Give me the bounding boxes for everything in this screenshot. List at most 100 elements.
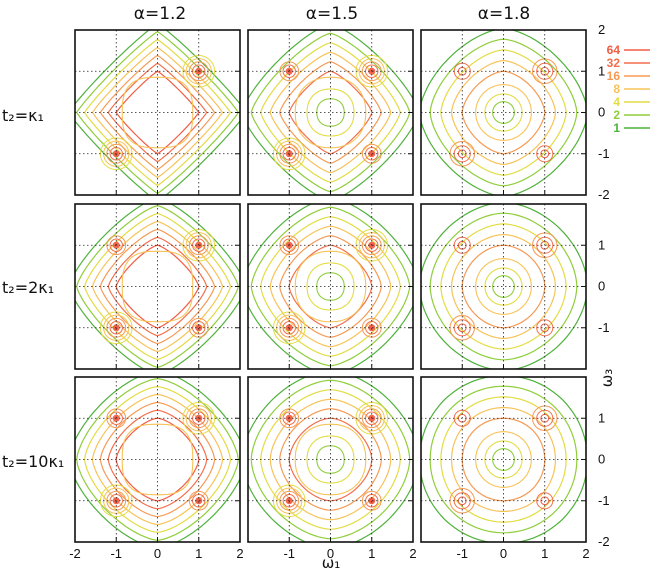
- row-label-3: t₂=10κ₁: [2, 452, 65, 471]
- legend-label-32: 32: [607, 56, 621, 70]
- y-tick-label: -1: [598, 493, 610, 508]
- contour-level-4: [83, 385, 232, 534]
- contour-level-2: [76, 31, 239, 194]
- y-tick-label: 1: [598, 410, 605, 425]
- x-tick-label: 1: [195, 546, 202, 561]
- panel-r2-c2: [247, 203, 414, 370]
- peak-contour: [109, 147, 123, 161]
- panel-r1-c3: [420, 29, 587, 196]
- y-tick-label: 2: [598, 22, 605, 37]
- legend-label-4: 4: [613, 95, 620, 109]
- x-tick-label: 2: [236, 546, 243, 561]
- peak-contour: [109, 494, 123, 508]
- y-tick-label: -1: [598, 146, 610, 161]
- contour-level-8: [269, 398, 392, 521]
- contour-level-8: [451, 407, 556, 512]
- y-axis-label: ω₃: [598, 369, 616, 388]
- peak-marker: [369, 325, 375, 331]
- contour-level-16: [461, 417, 546, 502]
- y-tick-label: 1: [598, 63, 605, 78]
- contour-level-8: [269, 51, 392, 174]
- inner-contour: [475, 431, 532, 488]
- x-axis-label: ω₁: [322, 554, 341, 572]
- peak-contour: [365, 64, 379, 78]
- x-tick-label: -1: [110, 546, 122, 561]
- panel-r2-c1: [74, 203, 241, 370]
- panel-r3-c1: [74, 376, 241, 543]
- panel-r3-c2: [247, 376, 414, 543]
- panel-r1-c1: [74, 29, 241, 196]
- x-tick-label: -1: [283, 546, 295, 561]
- peak-contour: [192, 238, 206, 252]
- inner-contour: [121, 250, 194, 323]
- inner-contour: [492, 275, 515, 298]
- inner-contour: [492, 448, 515, 471]
- legend-label-16: 16: [607, 69, 621, 83]
- inner-contour: [121, 76, 194, 149]
- contour-level-4: [260, 389, 401, 530]
- inner-contour: [484, 93, 523, 132]
- peak-contour: [540, 323, 550, 333]
- contour-level-32: [288, 244, 373, 329]
- peak-contour: [536, 319, 554, 337]
- contour-level-64: [115, 70, 200, 155]
- y-tick-label: 0: [598, 279, 605, 294]
- contour-level-64: [115, 417, 200, 502]
- contour-level-16: [461, 70, 546, 155]
- contour-level-4: [260, 216, 401, 357]
- legend-label-64: 64: [607, 43, 621, 57]
- peak-marker: [196, 498, 202, 504]
- inner-contour: [475, 258, 532, 315]
- x-tick-label: 2: [582, 546, 589, 561]
- x-tick-label: 0: [154, 546, 161, 561]
- contour-level-16: [279, 235, 382, 338]
- peak-contour: [282, 411, 296, 425]
- peak-contour: [365, 238, 379, 252]
- contour-level-8: [269, 225, 392, 348]
- peak-contour: [192, 64, 206, 78]
- inner-contour: [294, 250, 367, 323]
- peak-contour: [106, 235, 127, 256]
- contour-level-2: [250, 379, 411, 540]
- peak-marker: [196, 325, 202, 331]
- contour-level-4: [83, 212, 232, 361]
- contour-level-2: [250, 32, 411, 193]
- peak-contour: [365, 411, 379, 425]
- contour-level-1: [248, 377, 413, 542]
- inner-contour: [306, 262, 355, 311]
- x-tick-label: -1: [456, 546, 468, 561]
- peak-marker: [369, 151, 375, 157]
- x-tick-label: 1: [368, 546, 375, 561]
- contour-level-4: [260, 42, 401, 183]
- peak-contour: [365, 321, 379, 335]
- contour-level-1: [421, 204, 586, 369]
- inner-contour: [484, 267, 523, 306]
- contour-level-4: [440, 396, 567, 523]
- contour-level-8: [450, 59, 557, 166]
- peak-contour: [279, 235, 300, 256]
- inner-contour: [121, 423, 194, 496]
- x-tick-label: 0: [500, 546, 507, 561]
- legend-label-1: 1: [613, 121, 620, 135]
- legend-label-8: 8: [613, 82, 620, 96]
- contour-level-16: [279, 61, 382, 164]
- contour-level-2: [76, 378, 239, 541]
- inner-contour: [306, 435, 355, 484]
- peak-contour: [282, 321, 296, 335]
- column-title-3: α=1.8: [477, 4, 531, 24]
- contour-level-1: [421, 377, 586, 542]
- peak-contour: [282, 494, 296, 508]
- contour-level-2: [250, 206, 411, 367]
- contour-level-1: [75, 30, 240, 195]
- y-tick-label: 1: [598, 237, 605, 252]
- peak-contour: [109, 411, 123, 425]
- inner-contour: [484, 440, 523, 479]
- peak-contour: [536, 492, 554, 510]
- row-label-1: t₂=κ₁: [2, 106, 44, 125]
- panel-r1-c2: [247, 29, 414, 196]
- x-tick-label: 0: [327, 546, 334, 561]
- y-tick-label: 0: [598, 105, 605, 120]
- contour-level-16: [461, 244, 546, 329]
- peak-contour: [282, 147, 296, 161]
